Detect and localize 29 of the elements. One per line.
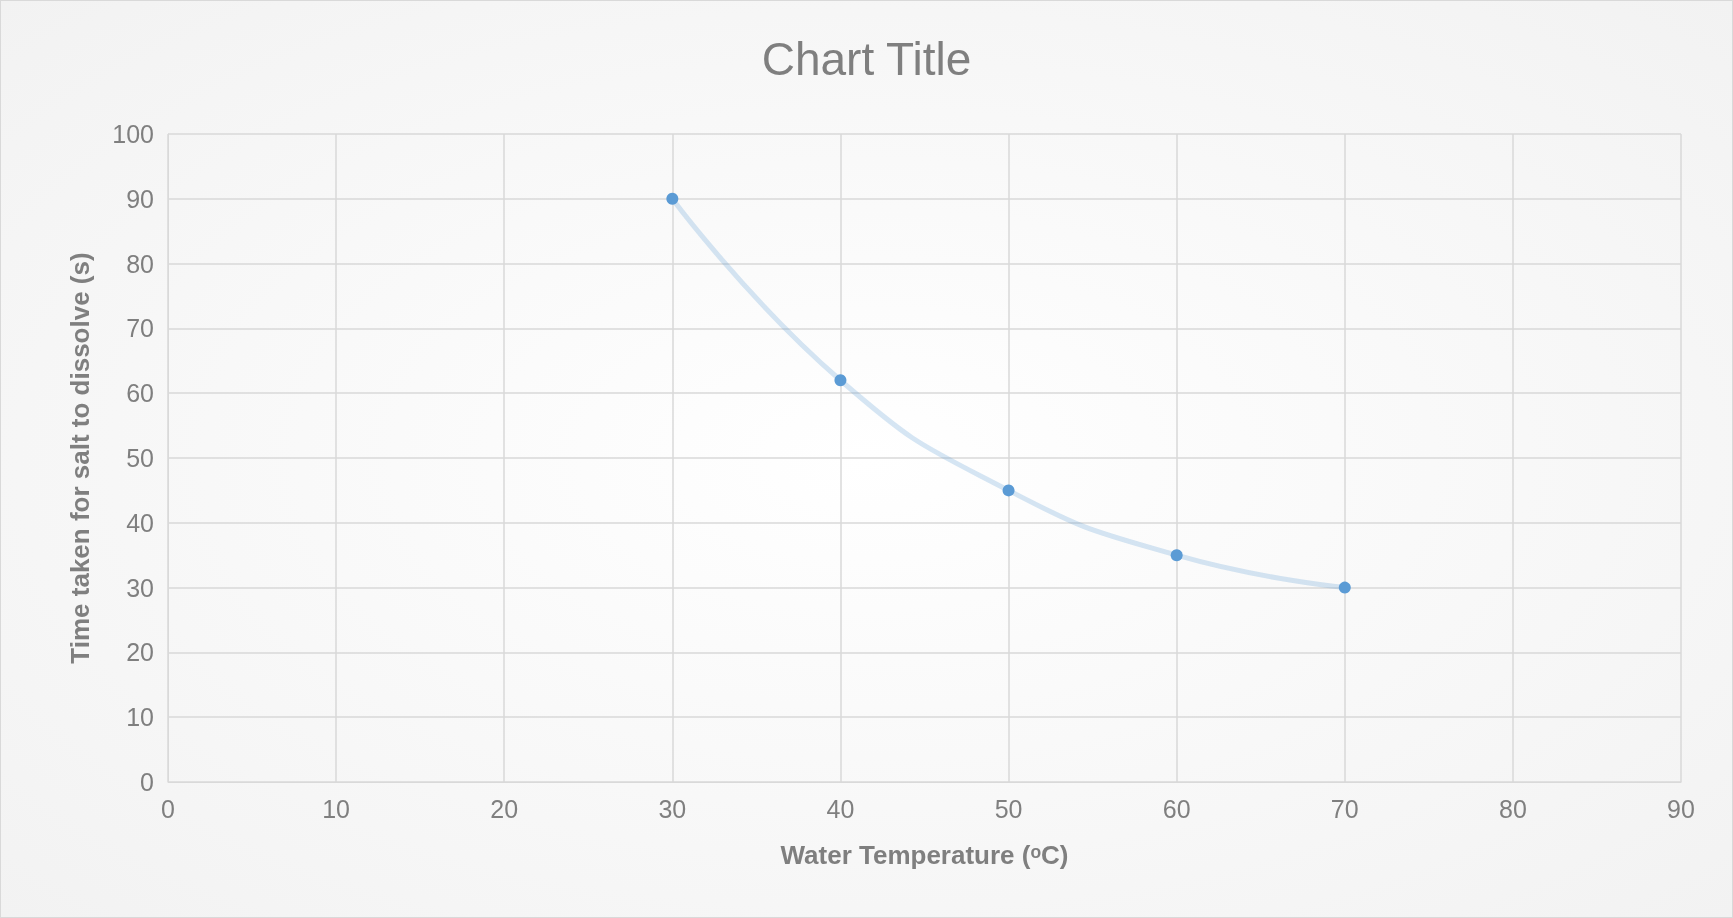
point [834,374,847,387]
y-tick-label: 60 [126,379,154,408]
y-tick-label: 70 [126,314,154,343]
x-tick-label: 90 [1667,794,1695,823]
x-tick-label: 70 [1330,794,1359,823]
y-tick-label: 100 [112,120,154,148]
x-tick-label: 80 [1498,794,1527,823]
point [1170,549,1183,562]
x-tick-label: 10 [322,794,351,823]
x-tick-label: 60 [1162,794,1191,823]
y-tick-label: 10 [126,703,154,732]
y-axis-title: Time taken for salt to dissolve (s) [65,252,95,664]
x-tick-label: 40 [826,794,855,823]
y-tick-label: 80 [126,249,154,278]
y-tick-label: 40 [126,508,154,537]
x-tick-label: 0 [161,794,175,823]
point [666,192,679,205]
y-tick-label: 30 [126,573,154,602]
y-tick-label: 90 [126,184,154,213]
point [1338,581,1351,594]
x-tick-label: 50 [994,794,1023,823]
x-tick-label: 20 [490,794,519,823]
chart-title: Chart Title [761,33,972,85]
y-tick-label: 0 [140,768,154,796]
x-tick-label: 30 [658,794,687,823]
x-axis-title: Water Temperature (ᵒC) [780,840,1069,870]
point [1002,484,1015,497]
y-tick-label: 20 [126,638,154,667]
y-tick-label: 50 [126,444,154,472]
